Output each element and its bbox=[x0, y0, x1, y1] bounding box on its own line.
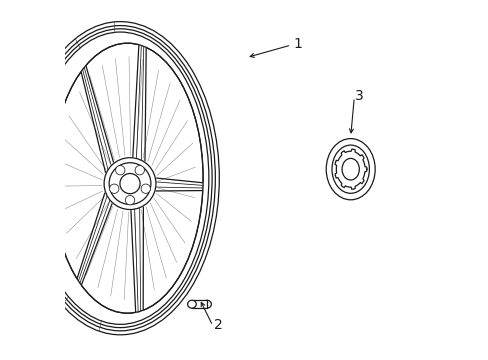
Ellipse shape bbox=[125, 195, 134, 205]
Ellipse shape bbox=[203, 300, 211, 308]
Bar bbox=[192, 300, 206, 308]
Text: 1: 1 bbox=[292, 37, 302, 51]
Ellipse shape bbox=[141, 184, 150, 193]
Polygon shape bbox=[81, 66, 113, 173]
Ellipse shape bbox=[104, 158, 156, 210]
Ellipse shape bbox=[115, 166, 125, 175]
Ellipse shape bbox=[325, 139, 374, 200]
Ellipse shape bbox=[342, 158, 359, 180]
Polygon shape bbox=[155, 178, 203, 191]
Polygon shape bbox=[133, 45, 146, 161]
Text: 2: 2 bbox=[213, 318, 222, 332]
Polygon shape bbox=[77, 193, 112, 285]
Polygon shape bbox=[334, 149, 366, 189]
Ellipse shape bbox=[109, 184, 119, 193]
Ellipse shape bbox=[135, 166, 144, 175]
Ellipse shape bbox=[52, 43, 203, 313]
Ellipse shape bbox=[120, 174, 140, 194]
Ellipse shape bbox=[187, 300, 196, 308]
Polygon shape bbox=[131, 207, 143, 312]
Text: 3: 3 bbox=[354, 90, 363, 103]
